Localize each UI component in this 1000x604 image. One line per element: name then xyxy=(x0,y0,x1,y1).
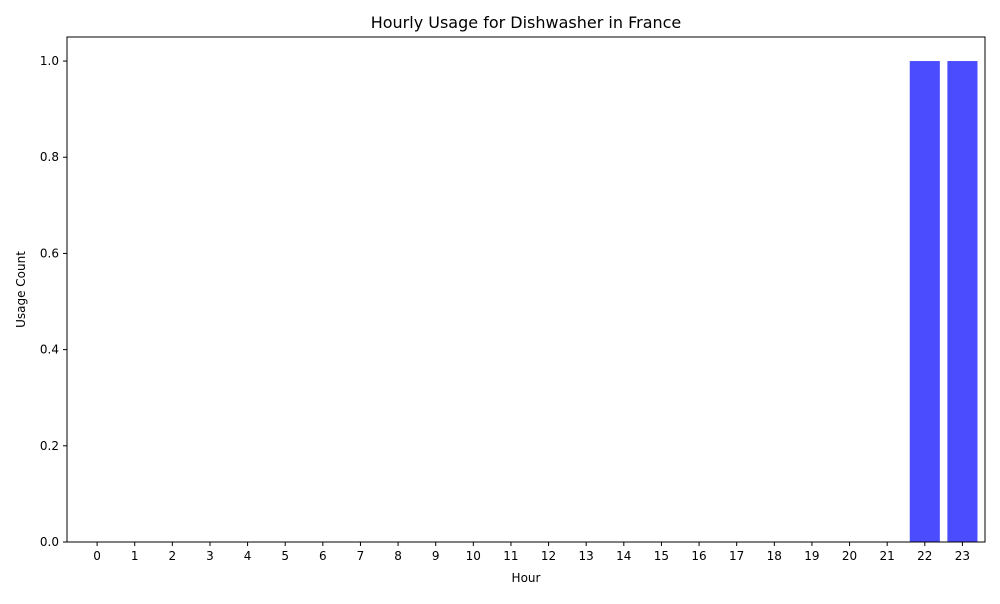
x-tick-label: 11 xyxy=(503,549,518,563)
x-tick-label: 4 xyxy=(244,549,252,563)
x-axis-label: Hour xyxy=(512,571,541,585)
axes-layer xyxy=(66,36,986,543)
y-tick-label: 0.4 xyxy=(40,343,59,357)
x-tick-label: 3 xyxy=(206,549,214,563)
chart-title: Hourly Usage for Dishwasher in France xyxy=(371,13,682,32)
x-tick-label: 0 xyxy=(93,549,101,563)
y-tick-label: 1.0 xyxy=(40,54,59,68)
x-tick-label: 14 xyxy=(616,549,631,563)
y-tick-label: 0.8 xyxy=(40,150,59,164)
x-tick-label: 2 xyxy=(169,549,177,563)
x-tick-label: 8 xyxy=(394,549,402,563)
x-tick-label: 13 xyxy=(579,549,594,563)
y-tick-label: 0.6 xyxy=(40,246,59,260)
x-tick-label: 6 xyxy=(319,549,327,563)
x-tick-label: 19 xyxy=(804,549,819,563)
x-tick-label: 18 xyxy=(767,549,782,563)
x-tick-label: 12 xyxy=(541,549,556,563)
x-tick-label: 22 xyxy=(917,549,932,563)
y-axis-ticks: 0.0 0.2 0.4 0.6 0.8 1.0 xyxy=(40,54,67,549)
x-tick-label: 21 xyxy=(880,549,895,563)
y-tick-label: 0.2 xyxy=(40,439,59,453)
x-tick-label: 1 xyxy=(131,549,139,563)
x-tick-label: 10 xyxy=(466,549,481,563)
bar-hour-23 xyxy=(947,61,978,543)
y-tick-label: 0.0 xyxy=(40,535,59,549)
x-tick-label: 17 xyxy=(729,549,744,563)
bar-hour-22 xyxy=(909,61,940,543)
x-tick-label: 9 xyxy=(432,549,440,563)
x-tick-label: 23 xyxy=(955,549,970,563)
plot-frame xyxy=(66,36,986,543)
x-tick-label: 20 xyxy=(842,549,857,563)
x-tick-label: 5 xyxy=(281,549,289,563)
x-axis-ticks: 0 1 2 3 4 5 6 7 8 9 10 11 12 13 14 15 16 17 18 19 20 21 22 23 xyxy=(93,542,970,563)
y-axis-label: Usage Count xyxy=(14,251,28,328)
x-tick-label: 7 xyxy=(357,549,365,563)
x-tick-label: 15 xyxy=(654,549,669,563)
x-tick-label: 16 xyxy=(691,549,706,563)
bars-layer xyxy=(909,61,978,543)
